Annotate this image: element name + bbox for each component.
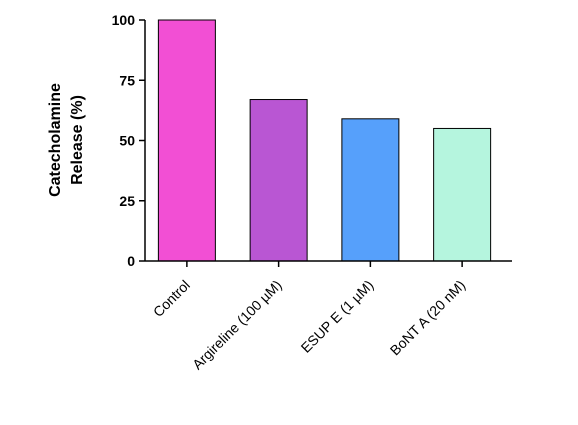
x-tick-label-argireline-100-m: Argireline (100 µM) xyxy=(189,277,285,373)
y-axis-title-line-2: Release (%) xyxy=(69,95,86,185)
y-tick-label-50: 50 xyxy=(119,133,135,149)
bar-argireline-100-m xyxy=(249,99,308,262)
x-tick-label-bont-a-20-nm: BoNT A (20 nM) xyxy=(387,277,469,359)
bar-series xyxy=(157,19,492,262)
y-tick-label-100: 100 xyxy=(112,12,136,28)
bar-control xyxy=(157,19,216,262)
y-axis-title-line-1: Catecholamine xyxy=(47,83,64,197)
x-tick-label-control: Control xyxy=(150,277,193,320)
y-tick-label-0: 0 xyxy=(127,253,135,269)
y-tick-label-75: 75 xyxy=(119,72,135,88)
bar-esup-e-1-m xyxy=(341,118,400,262)
y-tick-label-25: 25 xyxy=(119,193,135,209)
x-tick-label-esup-e-1-m: ESUP E (1 µM) xyxy=(297,277,376,356)
y-axis: 0 25 50 75 100 xyxy=(112,12,146,269)
bar-bont-a-20-nm xyxy=(433,127,492,262)
y-axis-title: Catecholamine Release (%) xyxy=(47,83,86,197)
